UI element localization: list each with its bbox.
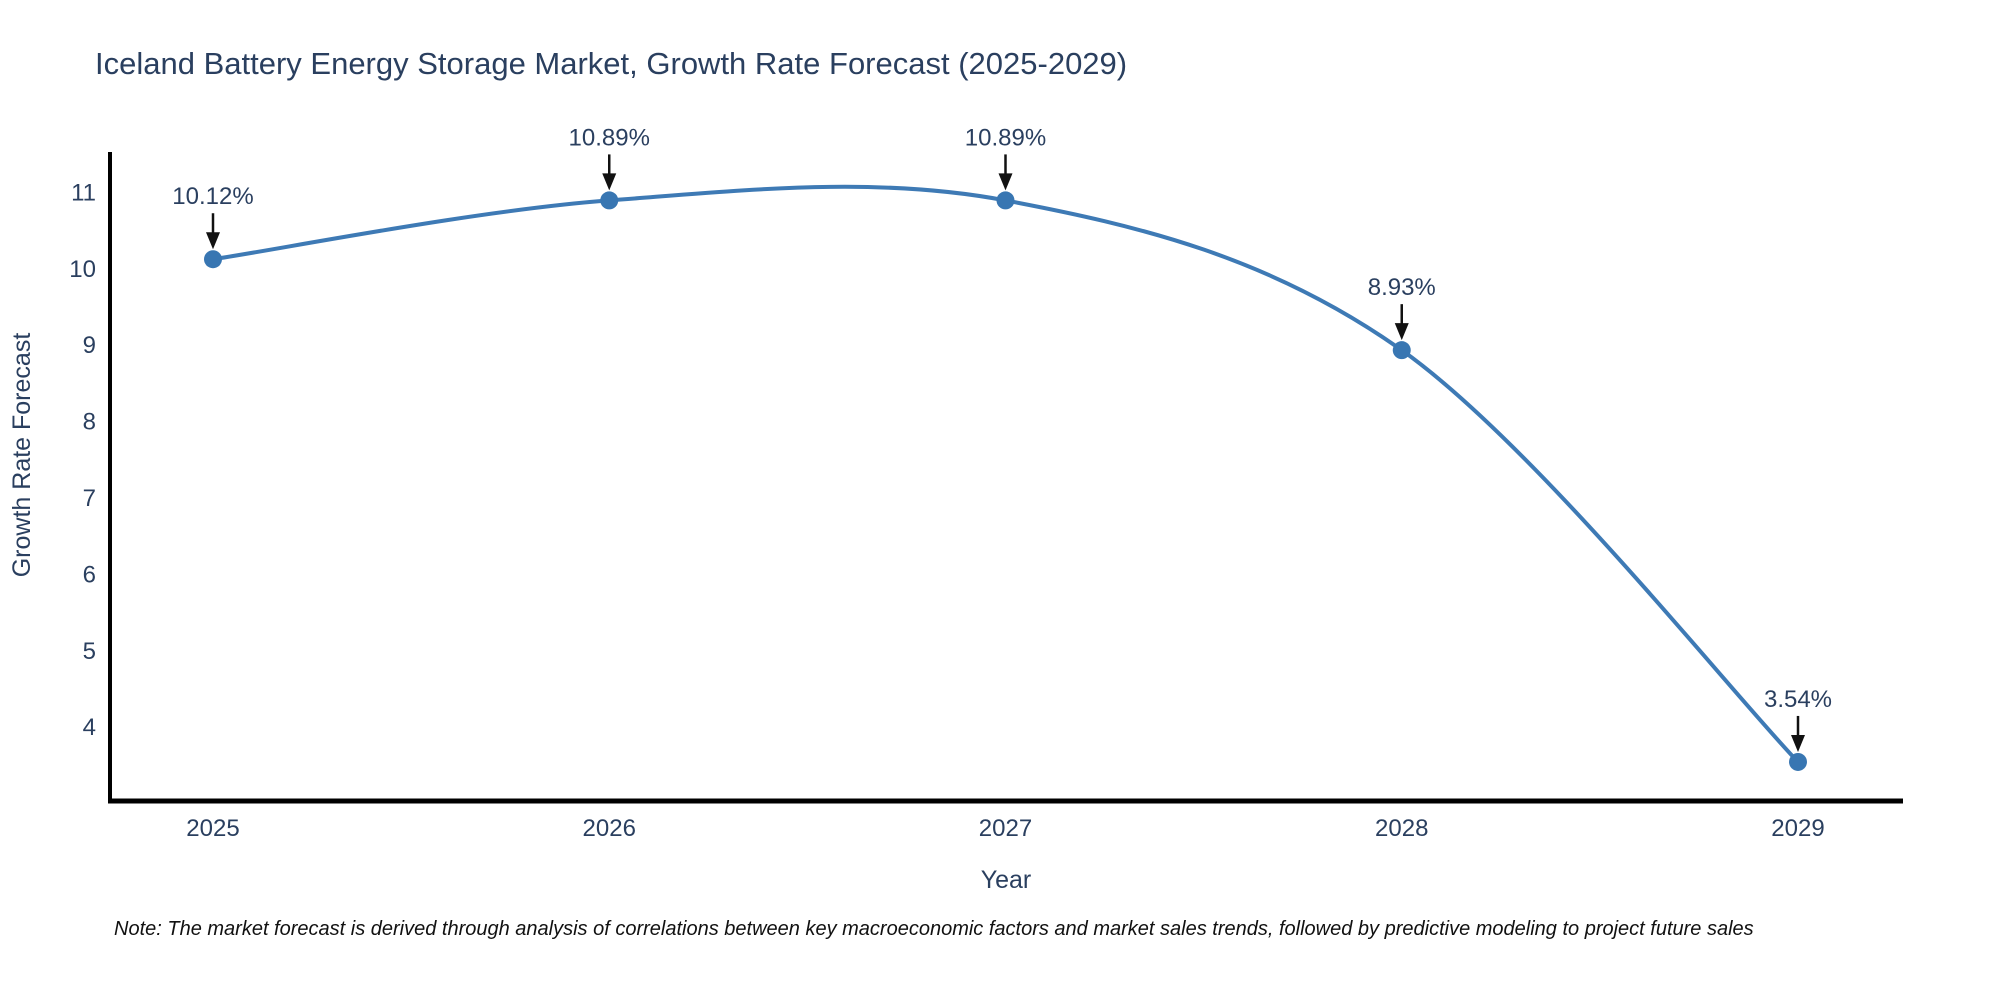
data-point-annotations: 10.12% 10.89% 10.89% 8.93% 3.54% xyxy=(172,124,1832,752)
y-axis-tick-labels: 4 5 6 7 8 9 10 11 xyxy=(69,179,96,741)
data-point-marker xyxy=(1789,752,1807,771)
y-axis-title: Growth Rate Forecast xyxy=(8,333,36,578)
annotation-arrowhead-icon xyxy=(206,232,220,250)
data-point-label: 10.12% xyxy=(172,183,253,210)
data-point-marker xyxy=(600,191,619,210)
y-tick-label: 6 xyxy=(83,561,96,588)
data-point-markers xyxy=(204,191,1807,771)
data-point-label: 8.93% xyxy=(1368,274,1436,301)
data-point-marker xyxy=(996,191,1015,210)
y-tick-label: 11 xyxy=(71,179,96,206)
annotation-arrowhead-icon xyxy=(998,173,1013,191)
y-tick-label: 8 xyxy=(83,409,96,436)
x-axis-tick-labels: 2025 2026 2027 2028 2029 xyxy=(186,815,1824,842)
data-point-label: 3.54% xyxy=(1764,686,1832,713)
x-tick-label: 2025 xyxy=(186,815,239,842)
y-tick-label: 9 xyxy=(83,332,96,359)
y-tick-label: 10 xyxy=(69,256,96,283)
data-point-label: 10.89% xyxy=(569,124,650,151)
chart-footnote: Note: The market forecast is derived thr… xyxy=(114,918,1754,940)
annotation-arrowhead-icon xyxy=(602,173,617,191)
x-axis-title: Year xyxy=(981,866,1032,894)
data-point-marker xyxy=(1392,341,1411,360)
data-point-label: 10.89% xyxy=(965,124,1046,151)
annotation-arrowhead-icon xyxy=(1394,323,1409,341)
y-tick-label: 5 xyxy=(83,638,96,665)
chart-title: Iceland Battery Energy Storage Market, G… xyxy=(95,46,1128,81)
x-tick-label: 2028 xyxy=(1375,815,1428,842)
y-tick-label: 7 xyxy=(83,485,96,512)
annotation-arrowhead-icon xyxy=(1791,734,1805,752)
x-tick-label: 2029 xyxy=(1771,815,1824,842)
y-tick-label: 4 xyxy=(83,714,96,741)
forecast-line-series xyxy=(212,184,1800,764)
x-tick-label: 2026 xyxy=(583,815,636,842)
x-tick-label: 2027 xyxy=(979,815,1032,842)
data-point-marker xyxy=(204,250,222,269)
